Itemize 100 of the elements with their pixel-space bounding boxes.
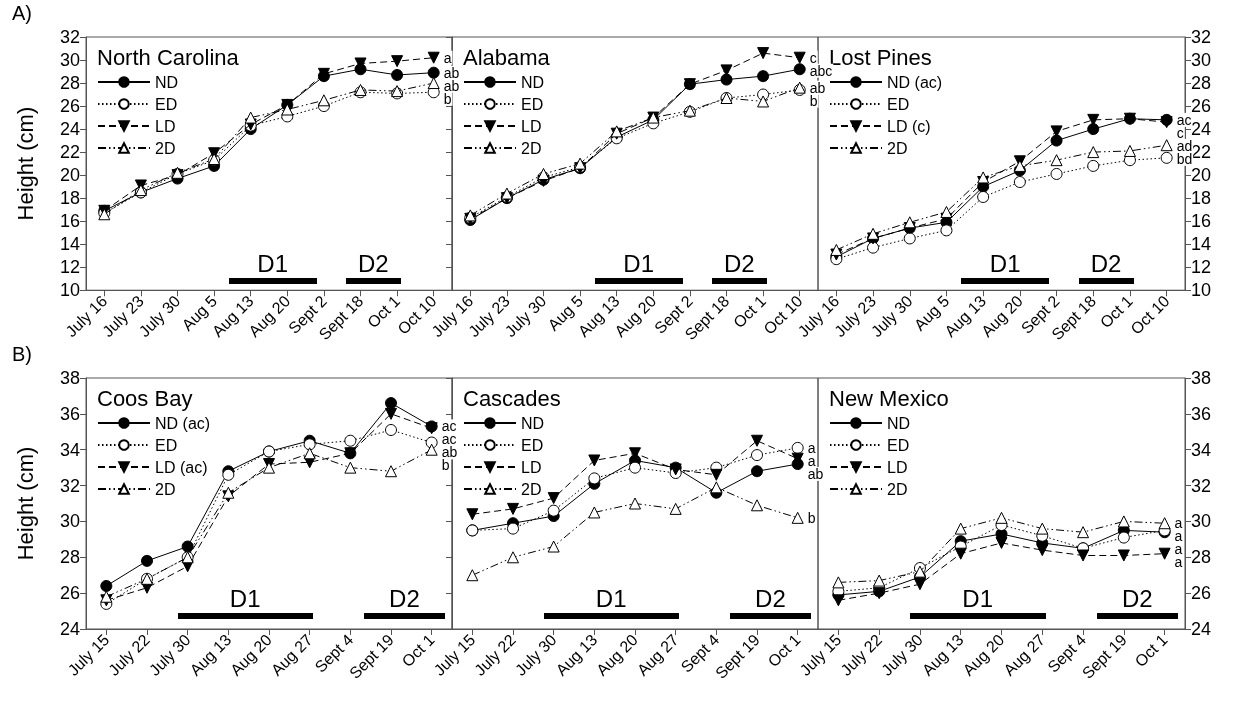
y-tick-label: 14 xyxy=(1191,234,1212,255)
y-tick-label: 24 xyxy=(1191,619,1212,639)
annotation: ac xyxy=(441,418,457,435)
y-tick-label: 26 xyxy=(59,583,80,604)
annotation: D2 xyxy=(723,249,755,277)
annotation: D1 xyxy=(229,584,261,612)
annotation: b xyxy=(809,92,818,109)
y-tick-label: 32 xyxy=(59,475,80,496)
legend-label: ED xyxy=(155,95,178,113)
legend-label: ND xyxy=(887,414,911,432)
y-tick-label: 24 xyxy=(1191,119,1212,140)
legend-label: LD xyxy=(521,458,542,476)
y-tick-label: 32 xyxy=(1191,475,1212,496)
legend-label: LD xyxy=(521,117,542,135)
annotation: ab xyxy=(443,77,460,94)
y-tick-label: 32 xyxy=(1191,27,1212,47)
legend-label: ND (ac) xyxy=(887,73,943,91)
y-tick-label: 30 xyxy=(1191,50,1212,71)
y-tick-label: 20 xyxy=(59,165,80,186)
legend-label: 2D xyxy=(521,480,542,498)
legend-label: ED xyxy=(887,95,910,113)
legend-label: ED xyxy=(521,95,544,113)
annotation: D2 xyxy=(755,584,786,612)
legend-label: ND xyxy=(155,73,179,91)
annotation: D1 xyxy=(595,584,627,612)
annotation: c xyxy=(809,49,817,66)
legend-label: LD xyxy=(887,458,908,476)
y-tick-label: 26 xyxy=(1191,96,1212,117)
y-tick-label: 32 xyxy=(59,27,80,47)
annotation: b xyxy=(443,90,452,107)
annotation: D2 xyxy=(357,249,389,277)
chart-title: Coos Bay xyxy=(97,385,193,411)
y-tick-label: 22 xyxy=(59,142,80,163)
legend-label: ED xyxy=(521,436,544,454)
chart-title: New Mexico xyxy=(829,385,949,411)
y-tick-label: 24 xyxy=(59,619,80,639)
legend-label: 2D xyxy=(155,139,176,157)
chart-title: Cascades xyxy=(463,385,561,411)
legend-label: LD (c) xyxy=(887,117,931,135)
y-tick-label: 28 xyxy=(59,547,80,568)
y-tick-label: 36 xyxy=(59,403,80,424)
annotation: D1 xyxy=(623,249,654,277)
y-tick-label: 36 xyxy=(1191,403,1212,424)
y-tick-label: 30 xyxy=(59,511,80,532)
y-tick-label: 16 xyxy=(1191,211,1212,232)
annotation: D2 xyxy=(389,584,420,612)
legend-label: ND xyxy=(521,414,545,432)
annotation: bd xyxy=(1176,150,1193,167)
legend-label: ND xyxy=(521,73,545,91)
y-tick-label: 34 xyxy=(1191,439,1212,460)
annotation: D2 xyxy=(1121,584,1153,612)
annotation: D1 xyxy=(257,249,288,277)
y-tick-label: 30 xyxy=(59,50,80,71)
y-tick-label: 38 xyxy=(59,368,80,388)
y-tick-label: 38 xyxy=(1191,368,1212,388)
annotation: ab xyxy=(807,465,824,482)
y-tick-label: 12 xyxy=(59,257,80,278)
annotation: ad xyxy=(1176,137,1193,154)
legend-label: ED xyxy=(155,436,178,454)
text: A) xyxy=(12,2,32,24)
legend-label: 2D xyxy=(887,139,908,157)
legend-label: 2D xyxy=(155,480,176,498)
annotation: D2 xyxy=(1090,249,1122,277)
y-tick-label: 10 xyxy=(1191,280,1212,301)
y-tick-label: 12 xyxy=(1191,257,1212,278)
annotation: D1 xyxy=(989,249,1021,277)
legend-label: ND (ac) xyxy=(155,414,211,432)
y-tick-label: 30 xyxy=(1191,511,1212,532)
y-tick-label: 16 xyxy=(59,211,80,232)
legend-label: LD xyxy=(155,117,176,135)
annotation: ab xyxy=(809,79,826,96)
y-tick-label: 18 xyxy=(59,188,80,209)
y-tick-label: 26 xyxy=(1191,583,1212,604)
chart-title: North Carolina xyxy=(97,44,240,70)
annotation: b xyxy=(807,509,816,526)
y-tick-label: 18 xyxy=(1191,188,1212,209)
y-axis-title: Height (cm) xyxy=(12,106,38,221)
y-axis-title: Height (cm) xyxy=(12,446,38,561)
y-tick-label: 22 xyxy=(1191,142,1212,163)
y-tick-label: 26 xyxy=(59,96,80,117)
y-tick-label: 28 xyxy=(1191,73,1212,94)
y-tick-label: 14 xyxy=(59,234,80,255)
y-tick-label: 34 xyxy=(59,439,80,460)
y-tick-label: 20 xyxy=(1191,165,1212,186)
text: B) xyxy=(12,343,32,365)
annotation: ac xyxy=(1176,111,1192,128)
annotation: ab xyxy=(443,64,460,81)
legend-label: ED xyxy=(887,436,910,454)
y-tick-label: 10 xyxy=(59,280,80,301)
legend-label: 2D xyxy=(521,139,542,157)
legend-label: LD (ac) xyxy=(155,458,208,476)
y-tick-label: 24 xyxy=(59,119,80,140)
legend-label: 2D xyxy=(887,480,908,498)
y-tick-label: 28 xyxy=(59,73,80,94)
annotation: c xyxy=(1176,124,1184,141)
annotation: a xyxy=(443,49,452,66)
chart-title: Alabama xyxy=(463,44,551,70)
annotation: D1 xyxy=(962,584,993,612)
x-tick-label: Oct 1 xyxy=(1131,630,1171,671)
y-tick-label: 28 xyxy=(1191,547,1212,568)
